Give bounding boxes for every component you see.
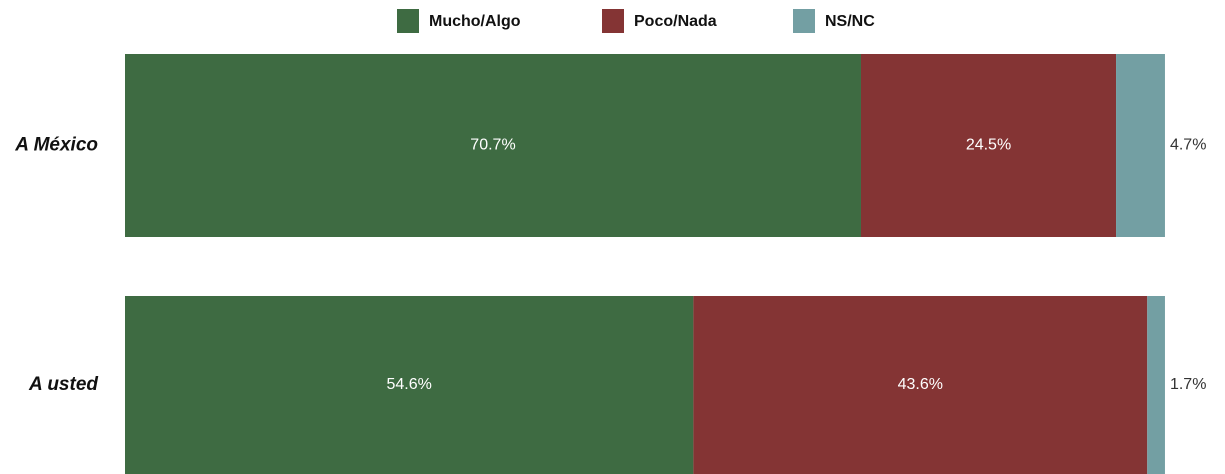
data-label: 4.7% [1170, 137, 1206, 154]
legend-label: NS/NC [825, 13, 875, 30]
bar-segment [1116, 54, 1165, 237]
data-label: 1.7% [1170, 376, 1206, 393]
legend-label: Mucho/Algo [429, 13, 521, 30]
legend-label: Poco/Nada [634, 13, 717, 30]
bar-segment [693, 296, 1148, 474]
bar-segment [125, 54, 861, 237]
legend-swatch [397, 9, 419, 33]
data-label: 54.6% [387, 376, 432, 393]
bar-segment [860, 54, 1117, 237]
data-label: 70.7% [470, 137, 515, 154]
bar-segment [125, 296, 694, 474]
legend-swatch [793, 9, 815, 33]
data-label: 43.6% [898, 376, 943, 393]
category-label: A México [14, 135, 98, 156]
category-label: A usted [28, 374, 98, 395]
data-label: 24.5% [966, 137, 1011, 154]
bar-segment [1147, 296, 1165, 474]
legend-swatch [602, 9, 624, 33]
